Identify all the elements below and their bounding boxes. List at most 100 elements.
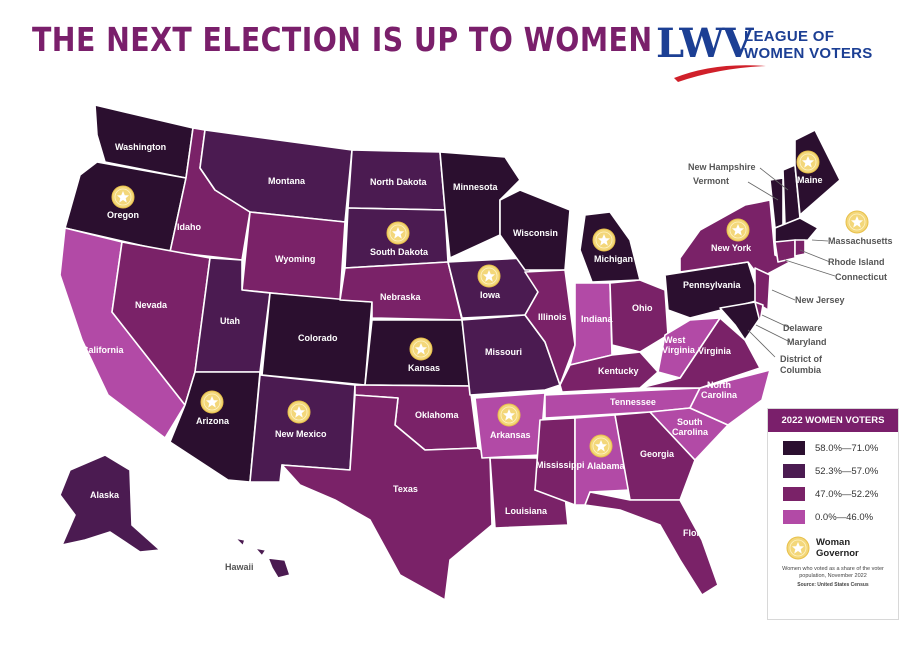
logo-swoosh-icon <box>674 65 766 82</box>
lwv-logo: LWV LEAGUE OF WOMEN VOTERS <box>656 22 886 82</box>
label-ohio: Ohio <box>632 303 653 313</box>
label-utah: Utah <box>220 316 240 326</box>
label-wyoming: Wyoming <box>275 254 315 264</box>
governor-badge-kansas <box>409 337 433 361</box>
label-alaska: Alaska <box>90 490 120 500</box>
governor-line1: Woman <box>816 537 851 548</box>
legend-governor-label: Woman Governor <box>816 537 859 559</box>
label-west-virginia-2: Virginia <box>662 345 696 355</box>
label-georgia: Georgia <box>640 449 675 459</box>
legend-source: Source: United States Census <box>797 582 869 588</box>
label-nebraska: Nebraska <box>380 292 422 302</box>
label-new-jersey: New Jersey <box>795 295 845 305</box>
governor-badge-arizona <box>200 390 224 414</box>
state-indiana[interactable] <box>569 282 613 366</box>
state-georgia[interactable] <box>614 411 696 501</box>
logo-text: LEAGUE OF WOMEN VOTERS <box>744 28 873 62</box>
state-ohio[interactable] <box>609 279 669 353</box>
state-illinois[interactable] <box>524 269 576 386</box>
governor-badge-new-york <box>726 218 750 242</box>
label-iowa: Iowa <box>480 290 501 300</box>
governor-star-icon <box>786 536 810 560</box>
label-tennessee: Tennessee <box>610 397 656 407</box>
label-dc-1: District of <box>780 354 823 364</box>
state-connecticut[interactable] <box>774 239 796 263</box>
governor-badge-massachusetts <box>845 210 869 234</box>
legend-label: 0.0%—46.0% <box>815 511 874 523</box>
logo-mark: LWV <box>656 20 753 67</box>
label-new-york: New York <box>711 243 752 253</box>
state-north-carolina[interactable] <box>689 369 771 426</box>
governor-badge-arkansas <box>497 403 521 427</box>
label-kansas: Kansas <box>408 363 440 373</box>
label-maine: Maine <box>797 175 823 185</box>
label-wisconsin: Wisconsin <box>513 228 558 238</box>
legend: 2022 WOMEN VOTERS 58.0%—71.0% 52.3%—57.0… <box>767 408 899 620</box>
state-florida[interactable] <box>584 491 719 596</box>
label-alabama: Alabama <box>587 461 626 471</box>
label-delaware: Delaware <box>783 323 823 333</box>
governor-badge-oregon <box>111 185 135 209</box>
legend-label: 58.0%—71.0% <box>815 442 879 454</box>
legend-label: 47.0%—52.2% <box>815 488 879 500</box>
governor-badge-michigan <box>592 228 616 252</box>
label-california: California <box>82 345 125 355</box>
label-west-virginia-1: West <box>664 335 685 345</box>
logo-line2: WOMEN VOTERS <box>744 45 873 62</box>
legend-note: Women who voted as a share of the voter … <box>782 566 884 579</box>
label-washington: Washington <box>115 142 166 152</box>
legend-swatch <box>783 487 805 501</box>
label-maryland: Maryland <box>787 337 827 347</box>
label-south-carolina-1: South <box>677 417 703 427</box>
governor-line2: Governor <box>816 548 859 559</box>
label-pennsylvania: Pennsylvania <box>683 280 742 290</box>
label-north-carolina-2: Carolina <box>701 390 738 400</box>
label-missouri: Missouri <box>485 347 522 357</box>
label-illinois: Illinois <box>538 312 567 322</box>
state-massachusetts[interactable] <box>774 217 819 243</box>
label-oregon: Oregon <box>107 210 139 220</box>
label-virginia: Virginia <box>698 346 732 356</box>
legend-item: 47.0%—52.2% <box>783 487 898 501</box>
state-kentucky[interactable] <box>559 351 659 393</box>
label-texas: Texas <box>393 484 418 494</box>
label-indiana: Indiana <box>581 314 613 324</box>
label-oklahoma: Oklahoma <box>415 410 460 420</box>
legend-label: 52.3%—57.0% <box>815 465 879 477</box>
label-louisiana: Louisiana <box>505 506 548 516</box>
label-florida: Florida <box>683 528 714 538</box>
governor-badge-maine <box>796 150 820 174</box>
leader-lines <box>747 167 836 358</box>
page-title: THE NEXT ELECTION IS UP TO WOMEN <box>32 20 653 59</box>
label-north-carolina-1: North <box>707 380 731 390</box>
state-maine[interactable] <box>794 129 841 216</box>
label-north-dakota: North Dakota <box>370 177 427 187</box>
state-delaware[interactable] <box>754 301 764 323</box>
label-colorado: Colorado <box>298 333 338 343</box>
state-texas[interactable] <box>281 394 493 601</box>
label-kentucky: Kentucky <box>598 366 639 376</box>
state-alaska[interactable] <box>59 454 161 553</box>
label-minnesota: Minnesota <box>453 182 498 192</box>
legend-swatch <box>783 441 805 455</box>
state-maryland[interactable] <box>719 301 761 341</box>
state-new-jersey[interactable] <box>754 267 771 311</box>
label-south-dakota: South Dakota <box>370 247 429 257</box>
state-arizona[interactable] <box>169 371 261 483</box>
label-montana: Montana <box>268 176 306 186</box>
label-rhode-island: Rhode Island <box>828 257 885 267</box>
label-idaho: Idaho <box>177 222 202 232</box>
state-rhode-island[interactable] <box>794 239 806 257</box>
state-west-virginia[interactable] <box>657 317 721 379</box>
legend-item: 58.0%—71.0% <box>783 441 898 455</box>
label-arizona: Arizona <box>196 416 230 426</box>
label-hawaii: Hawaii <box>225 562 254 572</box>
governor-badge-south-dakota <box>386 221 410 245</box>
label-mississippi: Mississippi <box>536 460 585 470</box>
governor-badge-alabama <box>589 434 613 458</box>
label-vermont: Vermont <box>693 176 729 186</box>
state-hawaii[interactable] <box>234 537 291 579</box>
legend-swatch <box>783 464 805 478</box>
legend-swatch <box>783 510 805 524</box>
